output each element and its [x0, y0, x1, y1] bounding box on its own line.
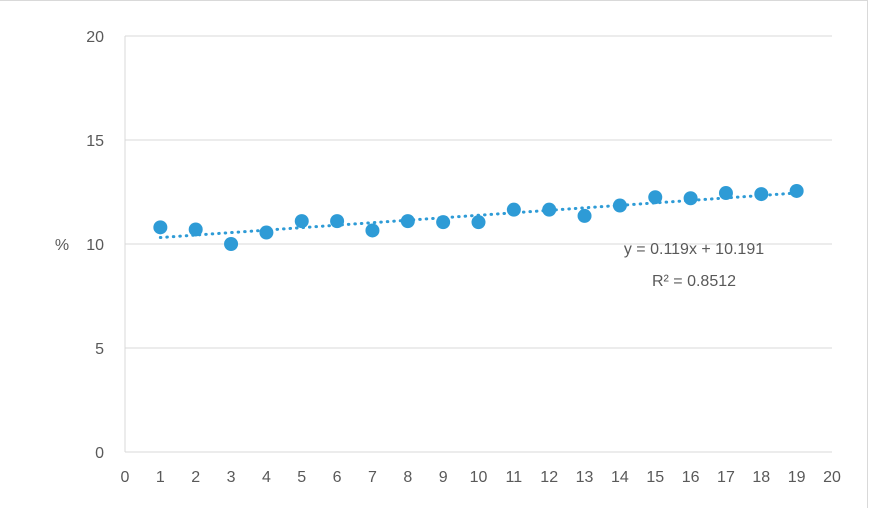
- x-tick-label: 17: [717, 469, 735, 486]
- data-point: [612, 198, 627, 213]
- data-point: [754, 187, 769, 202]
- x-tick-label: 4: [262, 469, 271, 486]
- x-tick-label: 15: [646, 469, 664, 486]
- x-tick-label: 0: [121, 469, 130, 486]
- x-tick-label: 1: [156, 469, 165, 486]
- data-point: [365, 223, 380, 238]
- data-point: [718, 186, 733, 201]
- x-tick-label: 6: [333, 469, 342, 486]
- data-point: [330, 214, 345, 229]
- x-tick-label: 8: [403, 469, 412, 486]
- y-tick-label: 5: [95, 341, 104, 358]
- data-point: [506, 202, 521, 217]
- data-point: [224, 237, 239, 251]
- data-point: [683, 191, 698, 206]
- x-tick-label: 2: [191, 469, 200, 486]
- y-axis-label: %: [55, 237, 69, 254]
- trendline-r2-label: R² = 0.8512: [652, 273, 736, 290]
- data-point: [153, 220, 168, 235]
- data-point: [471, 215, 486, 230]
- x-tick-label: 13: [576, 469, 594, 486]
- x-tick-label: 11: [506, 469, 523, 486]
- gridlines: [125, 35, 832, 453]
- x-tick-label: 10: [470, 469, 488, 486]
- data-point: [789, 183, 804, 198]
- x-tick-label: 20: [823, 469, 841, 486]
- x-tick-label: 5: [297, 469, 306, 486]
- data-point: [542, 202, 557, 217]
- data-point: [436, 215, 451, 230]
- y-tick-label: 10: [86, 237, 104, 254]
- y-tick-label: 20: [86, 29, 104, 46]
- data-point: [648, 190, 663, 205]
- data-point: [294, 214, 309, 229]
- x-tick-label: 14: [611, 469, 629, 486]
- data-point: [188, 222, 203, 237]
- data-point: [400, 214, 415, 229]
- x-tick-label: 9: [439, 469, 448, 486]
- x-tick-label: 12: [540, 469, 558, 486]
- trendline-equation-label: y = 0.119x + 10.191: [624, 241, 764, 258]
- y-tick-label: 0: [95, 445, 104, 462]
- x-tick-label: 3: [227, 469, 236, 486]
- data-point: [577, 208, 592, 223]
- data-points: [153, 183, 804, 251]
- y-tick-label: 15: [86, 133, 104, 150]
- x-tick-label: 7: [368, 469, 377, 486]
- x-tick-label: 18: [752, 469, 770, 486]
- x-tick-label: 16: [682, 469, 700, 486]
- x-tick-label: 19: [788, 469, 806, 486]
- data-point: [259, 225, 274, 240]
